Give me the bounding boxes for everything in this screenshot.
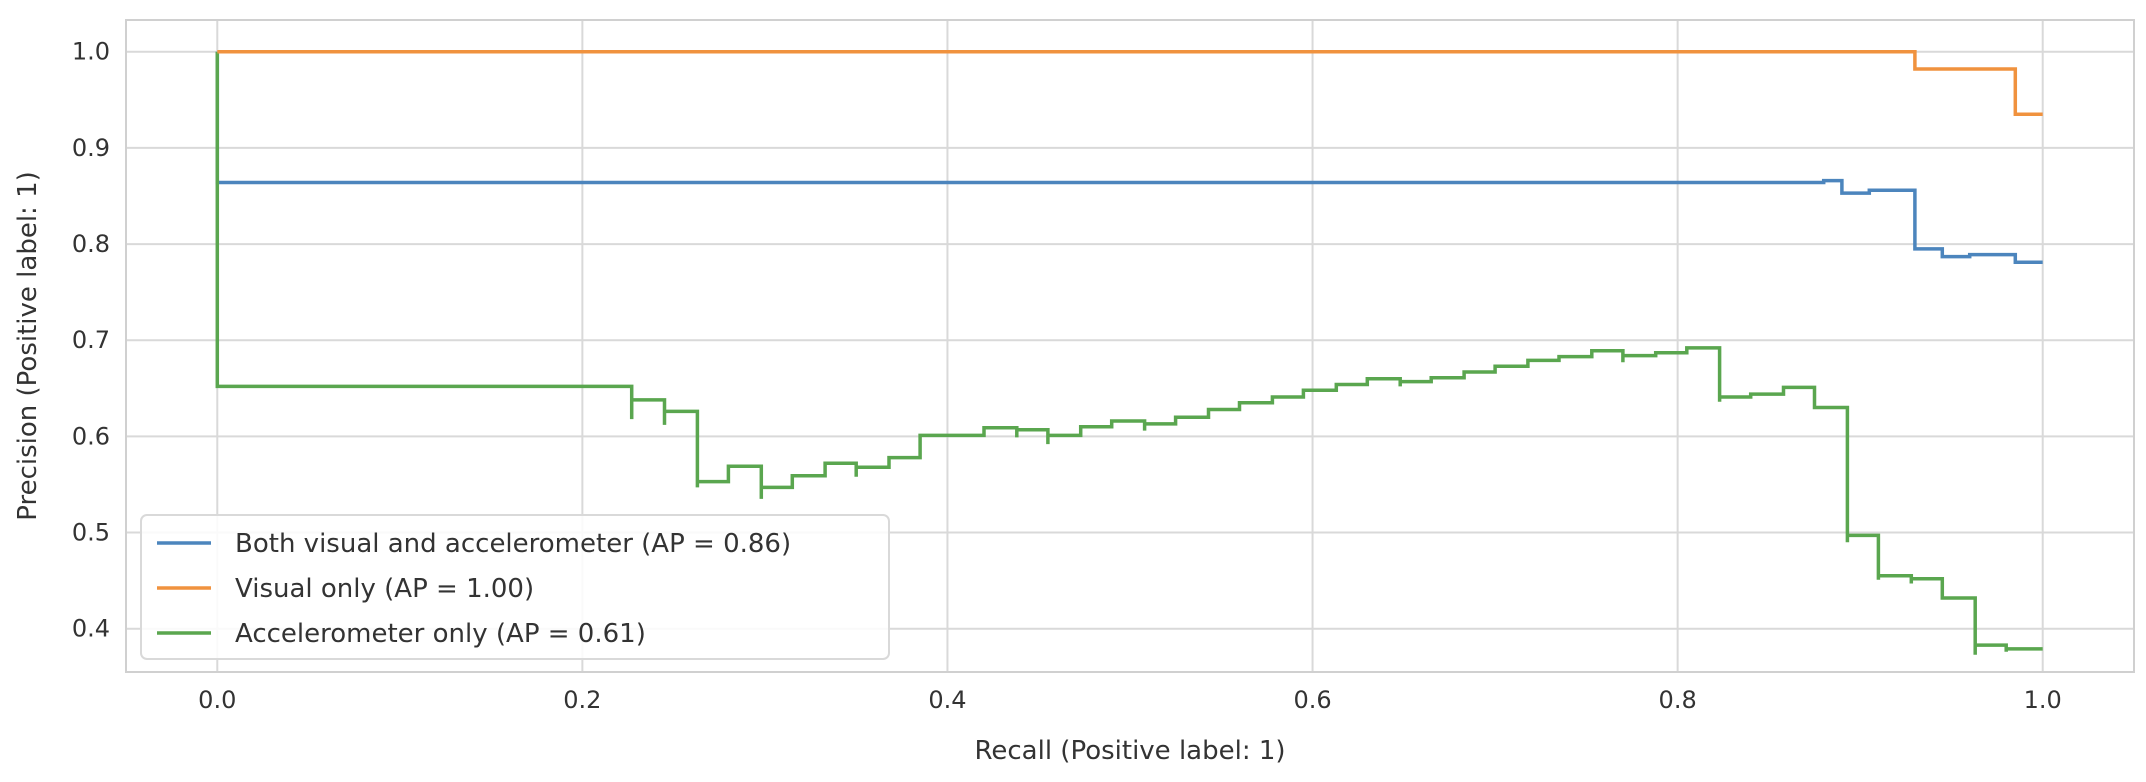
y-axis-label: Precision (Positive label: 1) xyxy=(13,171,43,521)
series-line-1 xyxy=(217,49,2043,116)
legend-entry: Both visual and accelerometer (AP = 0.86… xyxy=(235,529,791,559)
x-tick-labels: 0.0 0.2 0.4 0.6 0.8 1.0 xyxy=(198,686,2062,714)
series-line-0 xyxy=(215,51,2043,265)
y-tick-label: 0.5 xyxy=(72,519,110,547)
x-tick-label: 0.2 xyxy=(563,686,601,714)
legend-entry: Visual only (AP = 1.00) xyxy=(235,574,534,604)
y-tick-labels: 0.4 0.5 0.6 0.7 0.8 0.9 1.0 xyxy=(72,38,110,643)
x-axis-label: Recall (Positive label: 1) xyxy=(974,736,1285,766)
x-tick-label: 0.8 xyxy=(1659,686,1697,714)
x-tick-label: 0.6 xyxy=(1293,686,1331,714)
legend-box xyxy=(140,514,890,660)
y-tick-label: 0.4 xyxy=(72,615,110,643)
y-tick-label: 1.0 xyxy=(72,38,110,66)
y-tick-label: 0.7 xyxy=(72,326,110,354)
series-line-2 xyxy=(215,51,2043,655)
series-layer xyxy=(215,49,2043,655)
x-tick-label: 1.0 xyxy=(2024,686,2062,714)
y-tick-label: 0.6 xyxy=(72,422,110,450)
legend-entry: Accelerometer only (AP = 0.61) xyxy=(235,619,646,649)
y-tick-label: 0.8 xyxy=(72,230,110,258)
legend: Both visual and accelerometer (AP = 0.86… xyxy=(140,514,890,660)
x-tick-label: 0.0 xyxy=(198,686,236,714)
y-tick-label: 0.9 xyxy=(72,134,110,162)
x-tick-label: 0.4 xyxy=(928,686,966,714)
plot-frame xyxy=(125,19,2135,673)
